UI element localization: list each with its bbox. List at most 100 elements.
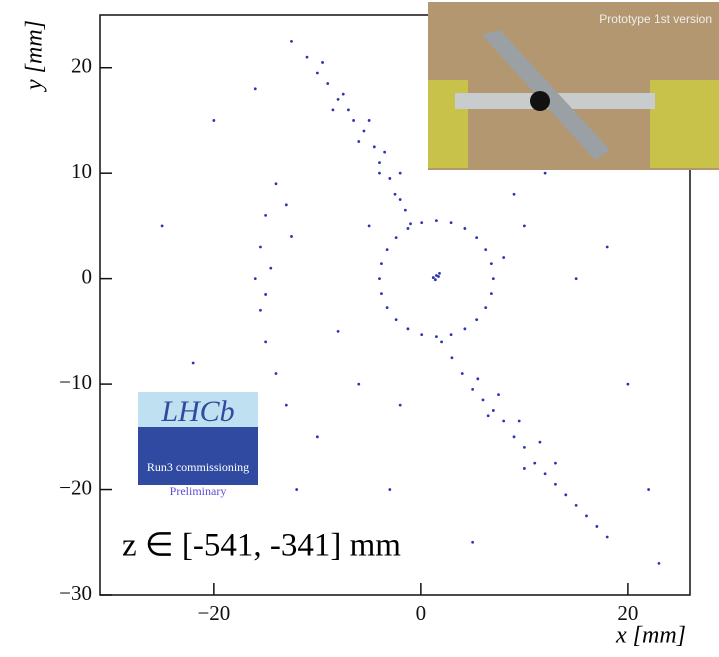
point (438, 271, 441, 275)
logo: LHCb Run3 commissioning Preliminary (138, 392, 258, 498)
point (431, 276, 435, 279)
point (385, 248, 389, 252)
x-tick-label: 0 (416, 601, 427, 625)
point (398, 171, 402, 175)
point (420, 333, 424, 337)
point (160, 224, 164, 228)
point (357, 382, 361, 386)
point (475, 236, 479, 240)
y-tick-label: −20 (59, 475, 92, 499)
point (259, 308, 262, 312)
point (290, 39, 293, 43)
point (331, 108, 335, 112)
point (394, 318, 398, 322)
point (336, 97, 340, 101)
point (484, 248, 488, 252)
point (484, 306, 488, 310)
point (388, 488, 392, 491)
point (554, 461, 557, 465)
point (481, 398, 485, 402)
inset-caption: Prototype 1st version (599, 12, 712, 26)
y-tick-label: −30 (59, 581, 92, 605)
point (321, 61, 324, 64)
point (512, 192, 516, 196)
point (564, 493, 568, 497)
point (315, 435, 319, 439)
x-tick-label: 20 (617, 601, 638, 625)
point (380, 262, 383, 266)
point (538, 440, 542, 444)
logo-bottom (138, 427, 258, 485)
point (463, 327, 467, 331)
point (269, 266, 273, 270)
point (352, 119, 355, 122)
point (626, 382, 630, 386)
point (522, 224, 526, 228)
point (605, 535, 609, 539)
point (394, 236, 398, 240)
point (475, 318, 479, 322)
point (476, 377, 480, 381)
x-axis-label: x [mm] (615, 623, 686, 649)
point (471, 540, 475, 544)
point (522, 467, 526, 470)
y-tick-label: −10 (59, 370, 92, 394)
point (367, 224, 371, 228)
point (264, 293, 268, 296)
point (463, 227, 467, 230)
plot-frame (99, 14, 691, 596)
point (585, 514, 588, 518)
point (491, 409, 495, 412)
logo-line2: Preliminary (170, 484, 227, 498)
point (383, 150, 387, 154)
y-tick-label: 20 (71, 54, 92, 78)
point (435, 274, 438, 277)
point (512, 435, 516, 439)
point (336, 329, 340, 333)
logo-top (138, 392, 258, 427)
point (326, 82, 330, 85)
x-tick-label: −20 (197, 601, 230, 625)
logo-name: LHCb (160, 395, 234, 428)
point (388, 177, 392, 180)
point (367, 119, 371, 122)
point (341, 92, 345, 96)
photo-hole (530, 91, 550, 111)
point (522, 445, 526, 449)
point (440, 340, 443, 344)
point (497, 393, 500, 397)
point (435, 219, 438, 223)
point (290, 235, 293, 238)
point (380, 292, 383, 296)
point (406, 227, 410, 230)
point (533, 461, 537, 465)
point (284, 203, 288, 207)
point (406, 327, 410, 331)
point (409, 222, 412, 226)
point (486, 414, 490, 418)
point (284, 403, 288, 407)
point (393, 192, 397, 196)
point (595, 525, 599, 528)
point (543, 171, 547, 175)
point (420, 221, 424, 225)
point (398, 403, 402, 407)
point (378, 277, 381, 281)
point (378, 161, 381, 165)
point (295, 488, 299, 491)
annotation: z ∈ [-541, -341] mm (122, 528, 401, 564)
point (253, 277, 257, 281)
point (437, 275, 440, 278)
logo-line1: Run3 commissioning (147, 460, 249, 474)
point (517, 419, 521, 423)
point (502, 419, 506, 423)
point (491, 277, 495, 281)
point (574, 277, 578, 281)
point (378, 171, 381, 175)
photo-stand (650, 80, 719, 168)
point (315, 71, 319, 75)
point (274, 372, 278, 375)
point (574, 503, 578, 507)
point (435, 335, 438, 339)
